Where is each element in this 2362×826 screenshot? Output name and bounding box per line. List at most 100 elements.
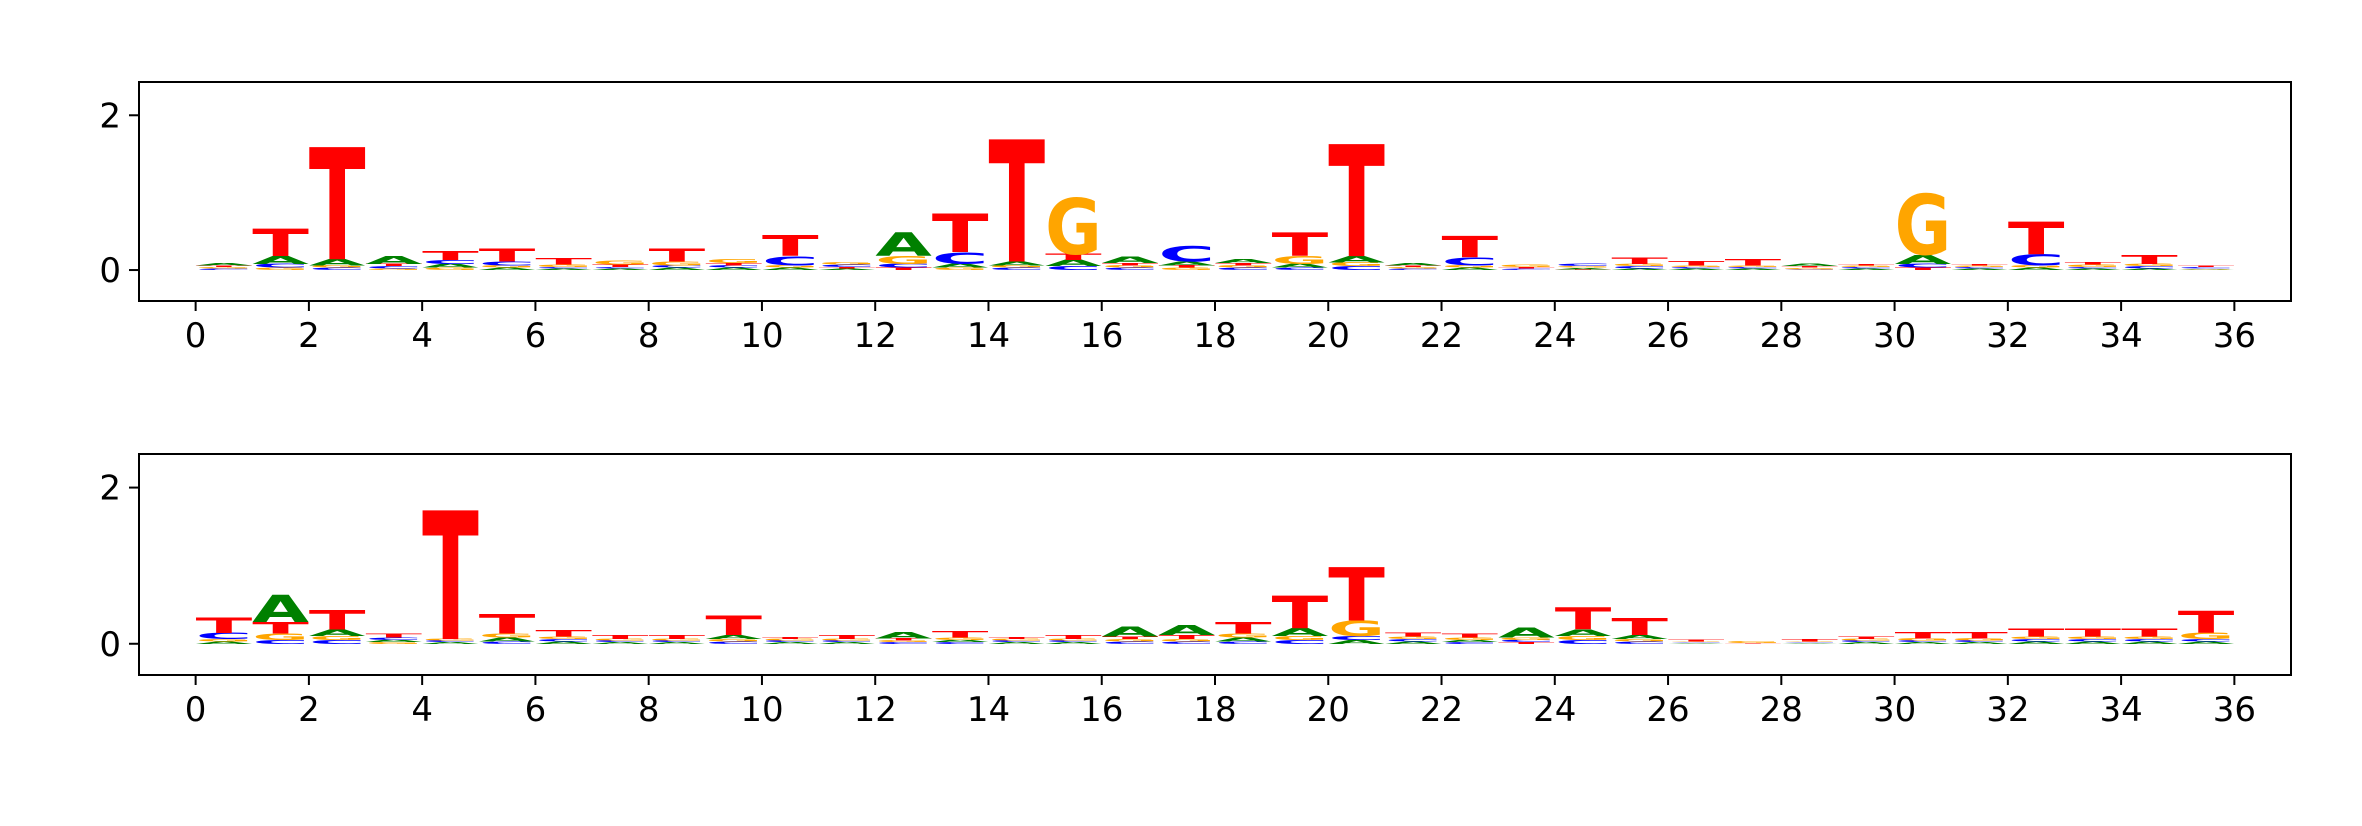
- logo-letter: A: [932, 639, 989, 643]
- logo-letter: G: [1272, 254, 1329, 266]
- logo-letter: G: [1385, 636, 1442, 640]
- logo-letter: A: [592, 268, 649, 270]
- logo-letter: T: [1328, 114, 1385, 293]
- logo-letter: G: [592, 639, 649, 641]
- logo-letter: C: [1215, 267, 1272, 271]
- logo-letter: C: [1611, 266, 1668, 270]
- logo-letter: T: [1102, 636, 1160, 640]
- logo-letter: C: [1328, 265, 1385, 271]
- logo-letter: C: [2008, 250, 2065, 269]
- x-tick-label: 22: [1420, 690, 1463, 730]
- logo-letter: C: [1272, 639, 1329, 645]
- logo-letter: G: [1498, 264, 1555, 268]
- logo-letter: T: [1045, 634, 1103, 640]
- logo-letter: A: [1328, 254, 1386, 264]
- logo-letter: T: [1725, 643, 1783, 644]
- logo-letter: A: [819, 642, 876, 644]
- logo-letter: C: [479, 641, 536, 645]
- logo-letter: A: [1385, 263, 1442, 267]
- logo-letter: A: [422, 263, 479, 269]
- logo-letter: C: [592, 640, 649, 642]
- logo-letter: C: [1951, 267, 2008, 269]
- x-tick-label: 14: [967, 690, 1010, 730]
- x-tick-label: 12: [854, 316, 897, 356]
- logo-letter: T: [875, 638, 933, 642]
- logo-letter: T: [1385, 632, 1443, 638]
- logo-letter: A: [1442, 639, 1499, 643]
- logo-letter: T: [762, 229, 819, 263]
- logo-letter: G: [1442, 265, 1499, 269]
- logo-letter: G: [988, 639, 1045, 641]
- logo-letter: G: [479, 265, 536, 269]
- logo-letter: G: [1045, 639, 1102, 641]
- logo-letter: C: [309, 267, 366, 271]
- logo-letter: G: [196, 639, 253, 643]
- x-tick-label: 24: [1533, 316, 1576, 356]
- logo-letter: T: [2178, 605, 2235, 640]
- logo-letter: A: [2121, 641, 2178, 645]
- logo-letter: T: [1498, 267, 1556, 269]
- logo-letter: G: [1895, 638, 1952, 642]
- logo-letter: T: [1895, 267, 1953, 271]
- logo-letter: A: [1838, 642, 1895, 644]
- logo-letter: A: [988, 642, 1045, 644]
- x-tick-label: 32: [1986, 316, 2029, 356]
- logo-letter: A: [1611, 268, 1668, 270]
- logo-letter: G: [2178, 268, 2235, 269]
- logo-letter: T: [1272, 588, 1329, 640]
- logo-letter: A: [1725, 268, 1782, 270]
- logo-letter: G: [1781, 267, 1838, 269]
- logo-letter: G: [1102, 265, 1159, 269]
- logo-letter: A: [1272, 626, 1329, 639]
- logo-letter: A: [1158, 623, 1215, 638]
- logo-letter: G: [1045, 183, 1102, 272]
- logo-letter: G: [309, 635, 366, 641]
- x-tick-label: 28: [1760, 690, 1803, 730]
- x-tick-label: 16: [1080, 316, 1123, 356]
- x-tick-label: 0: [185, 690, 207, 730]
- logo-letter: T: [988, 637, 1046, 639]
- logo-letter: A: [422, 642, 479, 644]
- logo-letter: C: [196, 268, 253, 270]
- logo-letter: T: [1781, 639, 1839, 643]
- logo-letter: T: [2064, 262, 2122, 266]
- logo-letter: T: [535, 257, 592, 267]
- logo-letter: T: [875, 267, 933, 271]
- logo-letter: T: [196, 265, 254, 267]
- logo-letter: T: [1781, 266, 1839, 268]
- logo-letter: G: [819, 262, 876, 266]
- x-tick-label: 6: [525, 690, 547, 730]
- logo-letter: A: [366, 639, 423, 643]
- logo-letter: A: [1895, 252, 1952, 267]
- x-tick-label: 34: [2099, 316, 2142, 356]
- logo-letter: C: [252, 263, 309, 269]
- logo-letter: T: [1951, 630, 2008, 640]
- logo-letter: G: [1555, 266, 1612, 268]
- x-tick-label: 16: [1080, 690, 1123, 730]
- logo-letter: C: [875, 642, 932, 644]
- logo-letter: T: [252, 223, 309, 266]
- x-tick-label: 28: [1760, 316, 1803, 356]
- logo-letter: T: [1102, 263, 1160, 267]
- logo-letter: A: [592, 642, 649, 644]
- logo-letter: C: [2064, 267, 2121, 269]
- logo-letter: A: [649, 642, 706, 644]
- logo-letter: A: [762, 642, 819, 644]
- logo-letter: C: [2121, 266, 2178, 270]
- logo-letter: G: [819, 639, 876, 641]
- logo-letter: C: [762, 640, 819, 642]
- logo-letter: A: [932, 263, 989, 269]
- logo-letter: G: [535, 636, 592, 640]
- logo-letter: C: [705, 265, 762, 269]
- logo-letter: T: [1215, 619, 1273, 638]
- logo-letter: C: [1442, 642, 1499, 644]
- x-tick-label: 18: [1193, 316, 1236, 356]
- logo-letter: A: [2064, 641, 2121, 645]
- x-tick-label: 8: [638, 690, 660, 730]
- logo-letter: C: [1385, 268, 1442, 270]
- logo-letter: G: [592, 260, 649, 266]
- logo-letter: A: [309, 257, 367, 267]
- logo-letter: C: [1442, 256, 1499, 268]
- logo-letter: G: [1611, 639, 1668, 643]
- logo-letter: A: [2178, 641, 2235, 645]
